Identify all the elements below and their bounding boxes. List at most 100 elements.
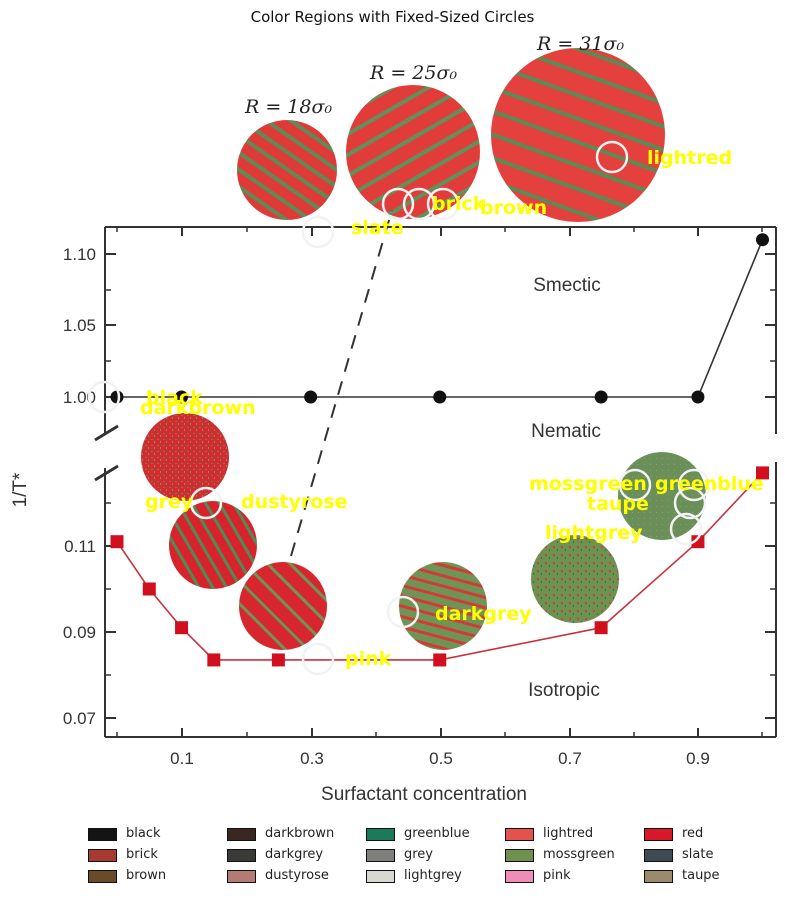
upper-y-tick-label: 1.00	[63, 388, 96, 407]
overlay-label-lightgrey: lightgrey	[545, 522, 643, 544]
legend-swatch	[644, 849, 673, 862]
y-axis-title: 1/T*	[10, 472, 31, 507]
nematic-boundary-point	[175, 390, 189, 404]
x-axis: 0.1 0.3 0.5 0.7 0.9	[116, 227, 763, 768]
legend-item-pink: pink	[505, 868, 625, 886]
lower-y-tick-label: 0.09	[63, 623, 96, 642]
overlay-label-brick: brick	[432, 193, 486, 215]
legend-item-lightgrey: lightgrey	[366, 868, 486, 886]
legend-item-taupe: taupe	[644, 868, 764, 886]
legend-label: red	[682, 826, 704, 841]
legend-label: brown	[126, 868, 167, 883]
legend-swatch	[366, 870, 395, 883]
overlay-label-lightred: lightred	[647, 147, 732, 169]
overlay-label-taupe: taupe	[587, 493, 649, 515]
overlay-label-darkgrey: darkgrey	[435, 603, 532, 625]
legend-swatch	[366, 828, 395, 841]
legend-label: darkbrown	[265, 826, 335, 841]
isotropic-boundary-point	[691, 535, 705, 549]
region-label-nematic: Nematic	[531, 421, 601, 442]
x-tick-label: 0.1	[170, 749, 194, 768]
legend-item-mossgreen: mossgreen	[505, 847, 625, 865]
x-tick-label: 0.9	[686, 749, 710, 768]
legend-swatch	[227, 870, 256, 883]
nematic-boundary-point	[594, 390, 608, 404]
nematic-boundary-point	[110, 390, 124, 404]
sphere-r31	[491, 48, 665, 222]
legend-item-darkbrown: darkbrown	[227, 826, 347, 844]
x-tick-label: 0.3	[300, 749, 324, 768]
legend-label: taupe	[682, 868, 720, 883]
radius-label-31: R = 31σ₀	[536, 33, 624, 55]
overlay-label-slate: slate	[351, 217, 404, 239]
overlay-label-brown: brown	[480, 197, 547, 219]
nematic-boundary-point	[304, 390, 318, 404]
legend-swatch	[505, 828, 534, 841]
legend-label: pink	[543, 868, 571, 883]
legend-label: mossgreen	[543, 847, 615, 862]
isotropic-boundary-point	[110, 535, 124, 549]
legend-label: lightgrey	[404, 868, 462, 883]
nematic-boundary-point	[756, 233, 769, 247]
overlay-label-dustyrose: dustyrose	[241, 491, 348, 513]
isotropic-boundary-point	[594, 621, 608, 635]
legend-label: greenblue	[404, 826, 470, 841]
isotropic-boundary-point	[271, 653, 285, 667]
overlay-labels: lightred brick brown slate black darkbro…	[140, 147, 764, 670]
legend-item-grey: grey	[366, 847, 486, 865]
phase-diagram: R = 18σ₀ R = 25σ₀ R = 31σ₀ 1.10 1.05 1.0…	[10, 33, 777, 805]
legend-label: black	[126, 826, 161, 841]
upper-y-tick-label: 1.05	[63, 316, 96, 335]
legend-item-brown: brown	[88, 868, 208, 886]
isotropic-boundary-point	[433, 653, 447, 667]
sphere-lower-1	[141, 413, 229, 501]
legend-item-dustyrose: dustyrose	[227, 868, 347, 886]
legend-swatch	[227, 849, 256, 862]
nematic-boundary-point	[433, 390, 447, 404]
radius-label-25: R = 25σ₀	[369, 62, 457, 84]
sphere-lower-5	[531, 535, 619, 623]
overlay-label-pink: pink	[345, 648, 392, 670]
overlay-label-grey: grey	[145, 491, 194, 513]
radius-label-18: R = 18σ₀	[244, 96, 332, 118]
x-tick-label: 0.7	[558, 749, 582, 768]
legend-swatch	[88, 849, 117, 862]
legend-swatch	[227, 828, 256, 841]
legend-label: grey	[404, 847, 434, 862]
region-label-smectic: Smectic	[533, 275, 601, 296]
legend-swatch	[505, 849, 534, 862]
legend-item-greenblue: greenblue	[366, 826, 486, 844]
lower-series	[110, 466, 769, 667]
x-axis-title: Surfactant concentration	[321, 784, 527, 805]
legend-swatch	[88, 828, 117, 841]
upper-y-tick-label: 1.10	[63, 245, 96, 264]
nematic-boundary-line	[117, 239, 764, 398]
sphere-lower-3	[239, 562, 327, 650]
legend-item-lightred: lightred	[505, 826, 625, 844]
isotropic-boundary-point	[207, 653, 221, 667]
legend-label: dustyrose	[265, 868, 329, 883]
overlay-label-black: black	[146, 387, 203, 409]
upper-series	[110, 233, 769, 404]
overlay-label-greenblue: greenblue	[655, 473, 764, 495]
dashed-connector	[290, 209, 393, 557]
legend-swatch	[644, 870, 673, 883]
sphere-r25	[346, 85, 480, 219]
legend-item-darkgrey: darkgrey	[227, 847, 347, 865]
legend-item-slate: slate	[644, 847, 764, 865]
legend-swatch	[366, 849, 395, 862]
legend-label: lightred	[543, 826, 594, 841]
legend-swatch	[505, 870, 534, 883]
region-circles	[87, 140, 711, 676]
x-tick-label: 0.5	[429, 749, 453, 768]
nematic-boundary-point	[691, 390, 705, 404]
sphere-r18	[237, 120, 337, 220]
isotropic-boundary-point	[142, 582, 156, 596]
legend-label: brick	[126, 847, 158, 862]
legend-swatch	[644, 828, 673, 841]
overlay-label-darkbrown: darkbrown	[140, 397, 256, 419]
legend-swatch	[88, 870, 117, 883]
lower-y-tick-label: 0.07	[63, 709, 96, 728]
overlay-label-mossgreen: mossgreen	[529, 473, 647, 495]
isotropic-boundary-point	[756, 466, 769, 480]
